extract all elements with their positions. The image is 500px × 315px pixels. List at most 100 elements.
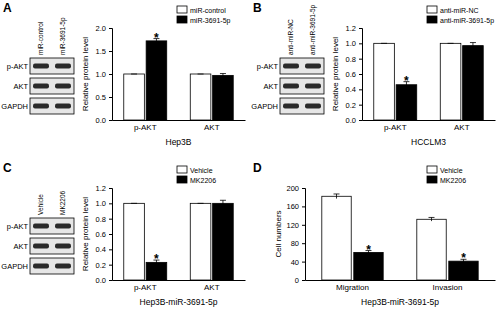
row-label: AKT (13, 242, 28, 251)
y-axis-title: Relative protein level (81, 197, 90, 271)
y-axis-title: Relative protein level (81, 37, 90, 111)
blot-band (55, 104, 71, 109)
row-label: GAPDH (251, 102, 278, 111)
error-line (472, 43, 473, 49)
legend-swatch (177, 176, 187, 183)
axis-line (113, 280, 246, 281)
blot-band (305, 104, 321, 109)
y-axis: 04080120160200 (286, 184, 305, 285)
row-label: GAPDH (1, 102, 28, 111)
error-bar (381, 43, 387, 44)
error-bar (220, 74, 226, 78)
blot: miR-controlmiR-3691-5pp-AKTAKTGAPDH (1, 17, 74, 114)
blot-band (305, 64, 321, 69)
axis-line (363, 120, 496, 121)
blot-band (33, 244, 49, 249)
bar (190, 203, 211, 280)
tick: 1.0 (96, 199, 112, 208)
tick-label: 0.8 (346, 55, 356, 64)
axis-line (109, 29, 113, 121)
blot-band (33, 264, 49, 269)
tick-label: p-AKT (384, 123, 407, 132)
blot-band (55, 84, 71, 89)
panel-label: C (3, 161, 12, 175)
tick: 0.0 (96, 116, 112, 125)
legend-label: Vehicle (440, 167, 463, 174)
tick-label: 40 (291, 258, 299, 267)
tick-mark (109, 203, 112, 204)
lane-label: Vehicle (37, 194, 44, 215)
axis-line (302, 189, 306, 281)
error-line (222, 200, 223, 206)
blot-band (55, 244, 71, 249)
tick-mark (109, 74, 112, 75)
bar (396, 85, 417, 120)
tick-label: 1.0 (346, 39, 356, 48)
blot-band (33, 64, 49, 69)
tick-label: Migration (336, 283, 369, 292)
tick: 0.4 (96, 245, 112, 254)
blot: VehicleMK2206p-AKTAKTGAPDH (1, 190, 74, 274)
row-label: GAPDH (1, 262, 28, 271)
legend-swatch (177, 166, 187, 173)
error-cap (131, 74, 137, 75)
tick: 0 (295, 276, 305, 285)
x-axis-title: Hep3B (166, 137, 192, 147)
y-axis: 0.00.51.01.52.0 (96, 24, 113, 125)
error-bar (470, 43, 476, 49)
panel: Banti-miR-NCanti-miR-3691-5pp-AKTAKTGAPD… (251, 1, 495, 147)
tick: 0.8 (96, 215, 112, 224)
tick-mark (109, 51, 112, 52)
lane-label: miR-control (37, 21, 44, 55)
y-axis-title: Relative protein level (331, 37, 340, 111)
annotation: * (366, 243, 371, 257)
tick-label: 200 (286, 184, 299, 193)
legend-label: anti-miR-3691-5p (440, 17, 494, 25)
y-axis: 0.00.20.40.60.81.01.2 (346, 24, 363, 125)
tick-label: 1.5 (96, 47, 106, 56)
tick: 1.5 (96, 47, 112, 56)
bar (417, 219, 446, 280)
legend-label: miR-control (190, 7, 226, 14)
row-label: AKT (263, 82, 278, 91)
tick-mark (302, 188, 305, 189)
tick-mark (109, 219, 112, 220)
tick: AKT (454, 120, 470, 132)
blot-band (55, 264, 71, 269)
tick: 80 (291, 239, 305, 248)
tick-mark (109, 97, 112, 98)
tick-label: 0.4 (346, 85, 356, 94)
tick-mark (302, 243, 305, 244)
blot-band (33, 84, 49, 89)
tick-mark (109, 249, 112, 250)
plot-area (124, 200, 233, 280)
tick: 0.6 (346, 70, 362, 79)
tick-label: Invasion (433, 283, 463, 292)
error-bar (198, 203, 204, 204)
tick: Invasion (433, 280, 463, 292)
blot-frame (30, 78, 74, 94)
row-label: p-AKT (257, 62, 279, 71)
error-cap (334, 193, 340, 194)
tick-label: 120 (286, 221, 299, 230)
tick-mark (359, 28, 362, 29)
x-axis: p-AKT AKT (363, 120, 496, 132)
bar (440, 43, 461, 120)
error-bar (220, 200, 226, 206)
tick-label: 1.0 (96, 70, 106, 79)
annotation: * (404, 74, 409, 88)
error-bar (131, 74, 137, 75)
tick-mark (359, 74, 362, 75)
legend: anti-miR-NCanti-miR-3691-5p (427, 6, 494, 25)
tick-label: 0.2 (346, 101, 356, 110)
plot-area (374, 43, 483, 120)
x-axis-title: HCCLM3 (411, 137, 446, 147)
tick: 0.0 (96, 276, 112, 285)
bar (322, 196, 351, 280)
legend-label: Vehicle (190, 167, 213, 174)
tick: 1.0 (96, 70, 112, 79)
tick-label: 0.6 (346, 70, 356, 79)
legend-swatch (427, 176, 437, 183)
legend-swatch (427, 6, 437, 13)
panel-label: D (253, 161, 262, 175)
